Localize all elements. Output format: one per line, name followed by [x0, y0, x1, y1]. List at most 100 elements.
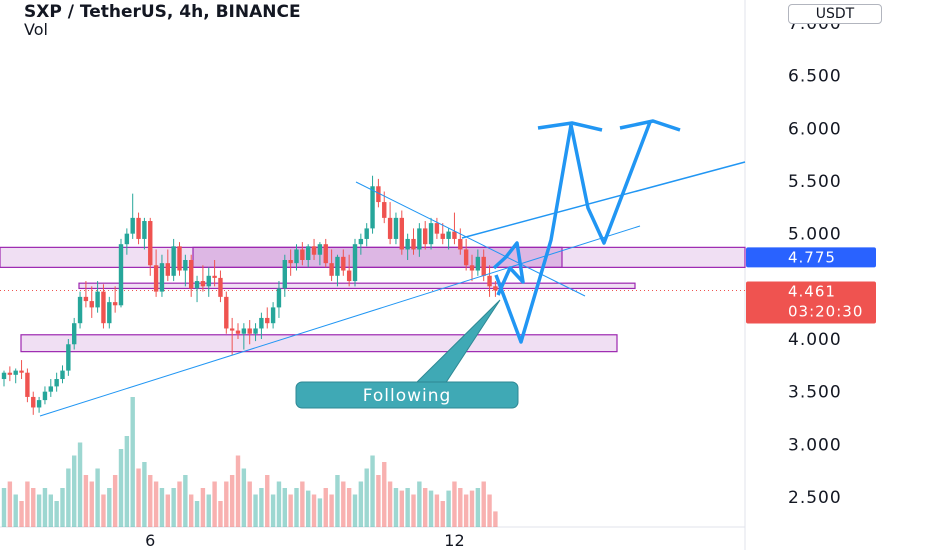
volume-bar [171, 488, 176, 527]
candle-body [335, 256, 340, 276]
candle-body [276, 288, 282, 308]
y-tick-label: 5.500 [788, 172, 842, 192]
candle-body [311, 246, 317, 255]
volume-bar [358, 481, 364, 527]
volume-bar [282, 488, 287, 527]
candle-body [370, 186, 375, 229]
arrowhead-2 [619, 119, 681, 132]
volume-bar [60, 488, 65, 527]
volume-bar [288, 494, 293, 527]
volume-bar [294, 488, 299, 527]
volume-bar [276, 481, 282, 527]
candle-body [25, 372, 30, 397]
candle-body [341, 256, 346, 271]
volume-bar [434, 494, 440, 527]
candle-body [229, 328, 235, 331]
candle-body [440, 233, 445, 239]
descending-trendline [355, 181, 586, 297]
volume-bar [130, 397, 135, 527]
volume-bar [1, 488, 7, 527]
candle-body [72, 323, 77, 345]
callout-label: Following [363, 386, 452, 406]
lower-zone [20, 334, 618, 353]
candle-body [171, 246, 176, 276]
candle-body [153, 265, 159, 292]
support-resistance-zones [0, 246, 746, 353]
volume-bar [493, 511, 498, 527]
volume-bar [206, 494, 211, 527]
candle-body [475, 256, 481, 271]
price-marker [746, 247, 876, 268]
volume-bar [42, 488, 48, 527]
candle-body [235, 330, 241, 334]
volume-bar [370, 455, 375, 527]
candle-body [66, 344, 71, 371]
volume-bar [229, 475, 235, 527]
volume-bar [36, 494, 42, 527]
candle-body [212, 275, 217, 278]
candle-body [142, 221, 147, 239]
volume-bar [423, 488, 428, 527]
volume-bar [376, 475, 381, 527]
volume-bar [95, 468, 100, 527]
volume-bar [142, 462, 147, 527]
volume-bars [1, 397, 498, 527]
candle-body [493, 286, 498, 291]
volume-bar [72, 455, 77, 527]
candle-body [206, 275, 211, 287]
candle-body [259, 317, 264, 329]
volume-bar [89, 481, 94, 527]
volume-bar [475, 488, 481, 527]
volume-bar [341, 481, 346, 527]
currency-selector[interactable]: USDT [788, 4, 882, 24]
candle-body [458, 238, 463, 250]
y-tick-label: 3.500 [788, 383, 842, 403]
ascending-trendline [39, 225, 641, 417]
candle-body [288, 260, 293, 264]
candle-body [177, 246, 182, 271]
candle-body [247, 328, 252, 334]
channel-trendline [461, 161, 746, 239]
candle-body [317, 244, 323, 255]
volume-bar [458, 488, 463, 527]
volume-bar [405, 488, 410, 527]
candle-body [265, 317, 270, 324]
price-marker [746, 281, 876, 324]
candle-body [306, 246, 311, 260]
arrowhead-1 [537, 121, 603, 132]
candle-body [241, 328, 247, 334]
chart-grid [0, 0, 746, 550]
candle-body [42, 391, 48, 401]
candle-body [469, 265, 475, 271]
volume-bar [83, 475, 89, 527]
volume-bar [247, 481, 252, 527]
candle-body [89, 301, 94, 308]
volume-bar [411, 494, 416, 527]
volume-bar [487, 494, 492, 527]
volume-bar [311, 494, 317, 527]
candle-body [200, 281, 206, 287]
chart-title: SXP / TetherUS, 4h, BINANCE [24, 2, 301, 22]
candle-body [77, 296, 83, 324]
x-tick-label: 12 [444, 531, 464, 550]
y-tick-label: 6.500 [788, 67, 842, 87]
candle-body [95, 291, 100, 308]
volume-bar [317, 498, 323, 527]
candle-body [358, 238, 364, 245]
candle-body [434, 223, 440, 234]
volume-bar [417, 481, 422, 527]
candle-body [352, 244, 358, 282]
volume-bar [165, 494, 170, 527]
volume-bar [387, 481, 393, 527]
x-tick-label: 6 [145, 531, 155, 550]
projection-path-second [569, 121, 652, 245]
volume-bar [77, 442, 83, 527]
candle-body [364, 228, 369, 239]
volume-bar [253, 494, 258, 527]
candle-body [194, 281, 200, 289]
candle-body [446, 231, 451, 239]
candle-body [165, 263, 170, 276]
volume-bar [393, 488, 399, 527]
candle-body [393, 217, 399, 239]
